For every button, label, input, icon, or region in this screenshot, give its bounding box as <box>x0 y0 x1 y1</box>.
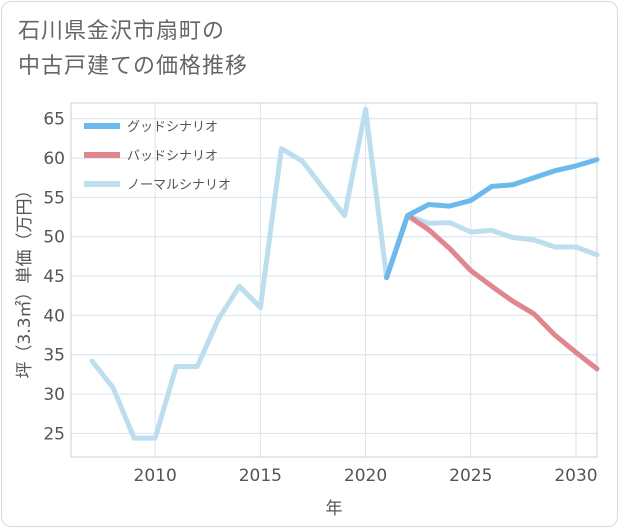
x-tick-label: 2030 <box>554 466 597 486</box>
y-tick-label: 55 <box>43 188 65 208</box>
line-chart: 25 30 35 40 45 50 55 60 65 2010 2015 2020 2025 2030 グ… <box>0 0 621 530</box>
y-tick-label: 65 <box>43 110 65 130</box>
y-tick-label: 25 <box>43 424 65 444</box>
x-tick-label: 2015 <box>239 466 282 486</box>
x-axis-label: 年 <box>326 499 343 519</box>
y-tick-label: 45 <box>43 267 65 287</box>
y-tick-label: 30 <box>43 385 65 405</box>
y-tick-label: 35 <box>43 346 65 366</box>
y-tick-label: 50 <box>43 228 65 248</box>
x-tick-label: 2020 <box>344 466 387 486</box>
y-axis-label: 坪（3.3㎡）単価（万円） <box>15 181 35 378</box>
x-tick-label: 2010 <box>134 466 177 486</box>
legend-label: ノーマルシナリオ <box>127 178 231 193</box>
legend-label: グッドシナリオ <box>127 120 218 135</box>
y-tick-label: 40 <box>43 306 65 326</box>
legend-label: バッドシナリオ <box>127 149 218 164</box>
y-tick-label: 60 <box>43 149 65 169</box>
x-tick-label: 2025 <box>449 466 492 486</box>
